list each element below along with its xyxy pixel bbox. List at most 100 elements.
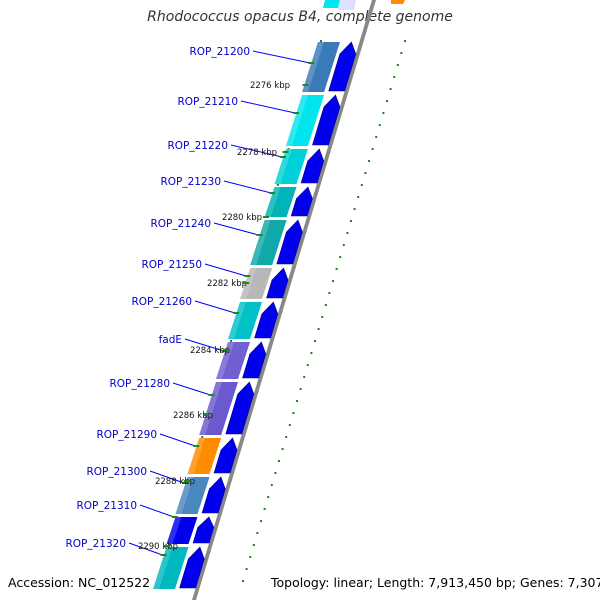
kbp-label: 2282 kbp	[207, 279, 247, 289]
cds-arrow-ROP_21210	[312, 94, 341, 146]
gene-feature-ROP_21300	[175, 477, 210, 514]
gene-feature-shade	[153, 547, 173, 589]
gene-feature-ROP_21220	[274, 149, 308, 184]
guide-dot	[350, 220, 352, 222]
guide-dot	[400, 52, 403, 54]
gene-feature-shade	[274, 149, 292, 184]
gene-label-ROP_21240: ROP_21240	[150, 218, 211, 230]
accession-text: Accession: NC_012522	[8, 575, 151, 590]
feature-layer	[153, 0, 405, 589]
cds-arrow-ROP_21230	[290, 186, 313, 217]
cds-arrow-ROP_21240	[276, 219, 303, 265]
gene-label-ROP_21280: ROP_21280	[109, 378, 170, 390]
guide-dot	[375, 136, 378, 138]
leader-line	[128, 542, 163, 556]
backbone-line	[192, 0, 376, 600]
gene-label-ROP_21310: ROP_21310	[76, 500, 137, 512]
guide-dot	[274, 472, 277, 474]
guide-dot	[306, 364, 309, 366]
guide-dot	[357, 196, 360, 198]
kbp-label: 2290 kbp	[138, 542, 178, 552]
guide-dot	[278, 460, 280, 462]
guide-dot	[364, 172, 367, 174]
guide-dot	[270, 484, 273, 486]
guide-dot	[335, 268, 338, 270]
guide-dot	[382, 112, 385, 114]
kbp-label: 2288 kbp	[155, 477, 195, 487]
guide-dot	[353, 208, 356, 210]
guide-dot	[371, 148, 374, 150]
gene-feature-shade	[199, 382, 222, 435]
gene-label-ROP_21200: ROP_21200	[189, 46, 250, 58]
guide-dot	[256, 532, 259, 534]
gene-label-ROP_21220: ROP_21220	[167, 140, 228, 152]
guide-dot	[288, 424, 291, 426]
guide-dot	[360, 184, 363, 186]
guide-dot	[396, 64, 399, 66]
leader-line	[139, 504, 175, 518]
gene-feature-ROP_21310	[166, 517, 198, 544]
leader-line	[213, 222, 259, 236]
cds-arrow-ROP_21320	[179, 546, 205, 589]
label-layer: ROP_21200 ROP_21210 ROP_21220 ROP_21230 ROP_…	[65, 46, 315, 556]
gene-feature-fadE	[216, 342, 250, 379]
gene-label-ROP_21210: ROP_21210	[177, 96, 238, 108]
gene-feature-ROP_21230	[264, 187, 297, 217]
guide-dot	[314, 340, 316, 342]
cds-arrow-ROP_21300	[201, 476, 226, 514]
guide-dot	[252, 544, 255, 546]
backbone-layer	[192, 0, 376, 600]
gene-label-ROP_21230: ROP_21230	[160, 176, 221, 188]
cds-arrow-fadE	[242, 341, 267, 379]
guide-dot	[404, 40, 406, 42]
gene-feature-ROP_21260	[228, 302, 262, 339]
cds-arrow-layer	[179, 41, 357, 589]
kbp-label: 2280 kbp	[222, 213, 262, 223]
gene-label-ROP_21250: ROP_21250	[141, 259, 202, 271]
guide-dot	[328, 292, 331, 294]
cds-arrow-ROP_21280	[225, 381, 255, 435]
gene-feature-ROP_21280	[199, 382, 238, 435]
gene-label-fadE: fadE	[159, 334, 182, 346]
kbp-label: 2276 kbp	[250, 81, 290, 91]
gene-label-ROP_21320: ROP_21320	[65, 538, 126, 550]
guide-dot	[303, 376, 306, 378]
guide-dot	[321, 316, 324, 318]
guide-dot	[281, 448, 284, 450]
gene-feature-ROP_21240	[250, 220, 287, 265]
gene-label-ROP_21300: ROP_21300	[86, 466, 147, 478]
gene-feature-ROP_21210	[285, 95, 325, 146]
gene-feature-shade	[285, 95, 309, 146]
leader-line	[240, 100, 296, 114]
guide-dot	[267, 496, 270, 498]
leader-line	[184, 338, 224, 352]
leader-line	[149, 470, 185, 484]
guide-dot	[368, 160, 370, 162]
gene-feature-shade	[166, 517, 182, 544]
kbp-label: 2278 kbp	[237, 148, 277, 158]
leader-line	[223, 180, 272, 194]
leader-line	[252, 50, 311, 64]
guide-dot	[317, 328, 320, 330]
gene-feature-top	[338, 0, 356, 10]
guide-dot	[299, 388, 302, 390]
gene-feature-ROP_21290	[187, 438, 222, 474]
gene-label-ROP_21260: ROP_21260	[131, 296, 192, 308]
leader-line	[194, 300, 236, 314]
cds-arrow-ROP_21290	[213, 437, 238, 474]
guide-dot	[201, 436, 204, 438]
guide-dot	[230, 340, 232, 342]
cds-arrow-ROP_21260	[254, 301, 279, 339]
gene-feature-shade	[264, 187, 281, 217]
cds-arrow-ROP_21310	[192, 516, 215, 544]
genome-summary-text: Topology: linear; Length: 7,913,450 bp; …	[271, 575, 600, 590]
guide-dot	[285, 436, 288, 438]
cds-arrow-ROP_21200	[328, 41, 357, 92]
leader-line	[204, 263, 247, 277]
gene-feature-shade	[175, 477, 194, 514]
gene-feature-shade	[302, 42, 324, 92]
guide-dot	[378, 124, 381, 126]
gene-feature-shade	[187, 438, 206, 474]
